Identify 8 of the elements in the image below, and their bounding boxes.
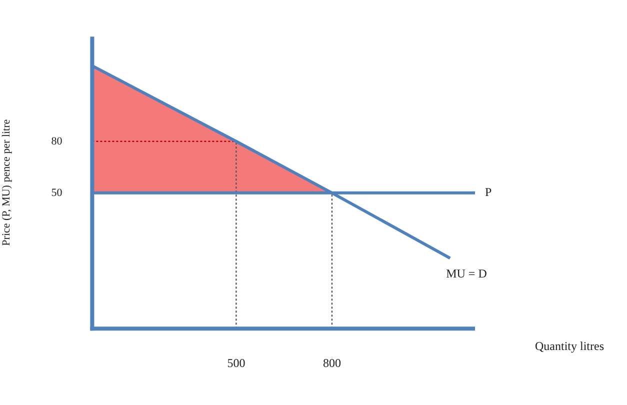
y-tick-label: 50 — [51, 186, 63, 199]
series-label: MU = D — [446, 266, 488, 280]
x-tick-label: 800 — [322, 356, 341, 370]
x-tick-label: 500 — [227, 356, 246, 370]
x-axis-title: Quantity litres — [535, 338, 604, 353]
series-label: P — [485, 185, 492, 200]
y-axis-title: Price (P, MU) pence per litre — [0, 119, 12, 246]
y-tick-label: 80 — [51, 135, 63, 148]
